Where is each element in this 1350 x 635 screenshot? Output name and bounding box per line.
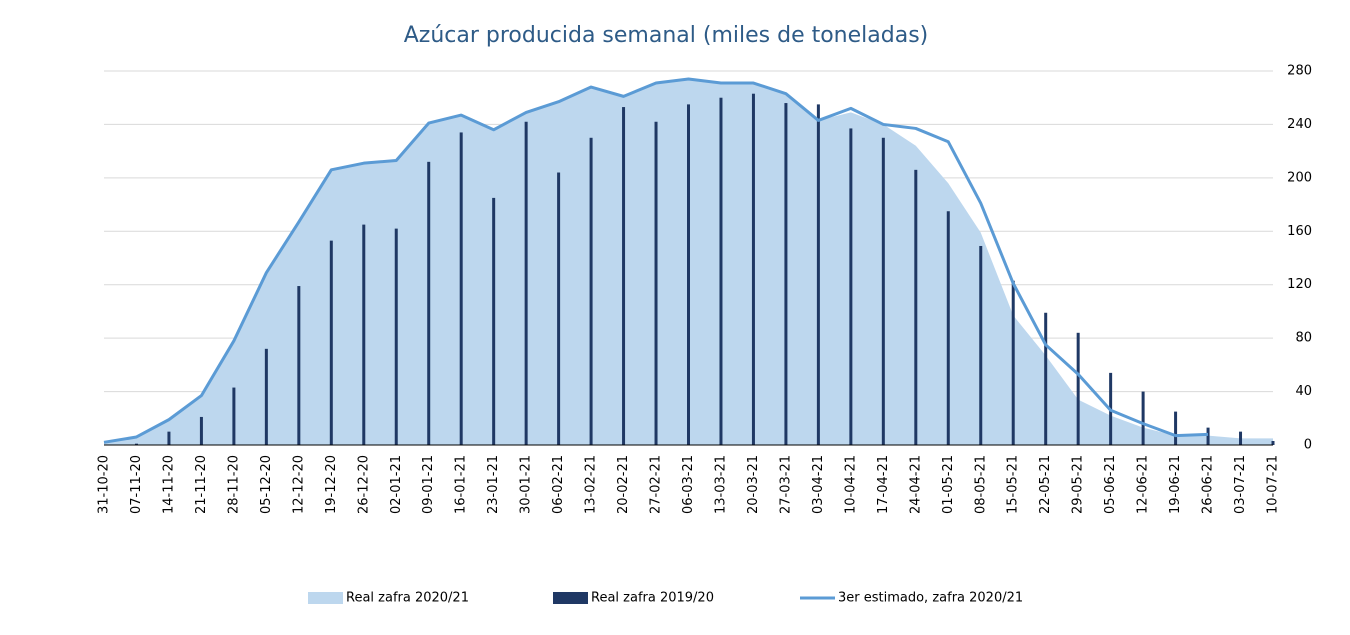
bar xyxy=(914,169,918,446)
bar xyxy=(1076,332,1080,445)
x-tick-label: 31-10-20 xyxy=(97,455,112,514)
y-tick-label: 240 xyxy=(1287,117,1312,132)
bar xyxy=(1206,427,1210,445)
x-tick-label: 12-12-20 xyxy=(291,455,306,514)
legend-swatch xyxy=(308,592,343,604)
x-tick-label: 22-05-21 xyxy=(1038,455,1053,514)
x-tick-label: 07-11-20 xyxy=(129,455,144,514)
x-tick-label: 19-12-20 xyxy=(324,455,339,514)
y-tick-label: 200 xyxy=(1287,170,1312,185)
y-tick-label: 120 xyxy=(1287,277,1312,292)
x-tick-label: 24-04-21 xyxy=(908,455,923,514)
bar xyxy=(329,240,333,445)
legend-label: 3er estimado, zafra 2020/21 xyxy=(838,591,1023,606)
y-tick-label: 40 xyxy=(1295,384,1312,399)
legend-swatch xyxy=(553,592,588,604)
bar xyxy=(816,104,820,446)
bar xyxy=(849,128,853,445)
bar xyxy=(134,443,138,445)
x-tick-label: 16-01-21 xyxy=(454,455,469,514)
x-tick-label: 21-11-20 xyxy=(194,455,209,514)
bar xyxy=(557,172,561,445)
bar xyxy=(784,103,788,446)
bar xyxy=(654,121,658,445)
x-tick-label: 17-04-21 xyxy=(876,455,891,514)
x-tick-label: 05-06-21 xyxy=(1103,455,1118,514)
bar xyxy=(1011,280,1015,445)
bar xyxy=(232,387,236,445)
x-tick-label: 06-02-21 xyxy=(551,455,566,514)
x-tick-label: 10-07-21 xyxy=(1266,455,1281,514)
y-tick-label: 0 xyxy=(1304,438,1312,453)
x-tick-label: 03-04-21 xyxy=(811,455,826,514)
x-tick-label: 06-03-21 xyxy=(681,455,696,514)
x-tick-label: 15-05-21 xyxy=(1006,455,1021,514)
bar xyxy=(979,245,983,445)
bar xyxy=(524,121,528,445)
bar xyxy=(264,348,268,445)
x-tick-label: 27-03-21 xyxy=(778,455,793,514)
legend-label: Real zafra 2019/20 xyxy=(591,591,714,606)
x-tick-label: 23-01-21 xyxy=(486,455,501,514)
x-tick-label: 27-02-21 xyxy=(649,455,664,514)
x-tick-label: 03-07-21 xyxy=(1233,455,1248,514)
x-tick-label: 05-12-20 xyxy=(259,455,274,514)
x-tick-label: 30-01-21 xyxy=(519,455,534,514)
x-tick-label: 13-03-21 xyxy=(713,455,728,514)
x-tick-label: 29-05-21 xyxy=(1071,455,1086,514)
y-tick-label: 280 xyxy=(1287,64,1312,79)
x-tick-label: 09-01-21 xyxy=(421,455,436,514)
bar xyxy=(719,97,723,445)
y-tick-label: 80 xyxy=(1295,331,1312,346)
bar xyxy=(459,132,463,445)
bar xyxy=(1141,391,1145,445)
x-tick-label: 20-02-21 xyxy=(616,455,631,514)
x-tick-label: 10-04-21 xyxy=(843,455,858,514)
bar xyxy=(167,431,171,445)
bar xyxy=(751,93,755,445)
chart-title: Azúcar producida semanal (miles de tonel… xyxy=(404,23,929,48)
x-tick-label: 20-03-21 xyxy=(746,455,761,514)
x-tick-label: 12-06-21 xyxy=(1136,455,1151,514)
line xyxy=(103,77,1209,444)
x-tick-label: 26-06-21 xyxy=(1201,455,1216,514)
bar xyxy=(427,161,431,446)
bar xyxy=(492,197,496,445)
bar xyxy=(589,137,593,446)
bar xyxy=(687,104,690,446)
y-tick-label: 160 xyxy=(1287,224,1312,239)
x-tick-label: 13-02-21 xyxy=(584,455,599,514)
x-tick-label: 19-06-21 xyxy=(1168,455,1183,514)
x-tick-label: 01-05-21 xyxy=(941,455,956,514)
bar xyxy=(362,224,366,445)
x-tick-label: 26-12-20 xyxy=(356,455,371,514)
bar xyxy=(1044,312,1048,445)
x-tick-label: 08-05-21 xyxy=(973,455,988,514)
x-tick-label: 02-01-21 xyxy=(389,455,404,514)
x-tick-label: 28-11-20 xyxy=(226,455,241,514)
bar xyxy=(946,211,950,445)
bar xyxy=(394,228,398,445)
bar xyxy=(297,286,301,445)
bar xyxy=(881,137,885,446)
x-tick-label: 14-11-20 xyxy=(161,455,176,514)
bar xyxy=(1271,440,1275,445)
legend-label: Real zafra 2020/21 xyxy=(346,591,469,606)
bar xyxy=(1239,431,1243,445)
bar xyxy=(622,107,626,446)
bar xyxy=(1174,411,1178,445)
bar xyxy=(199,416,203,445)
